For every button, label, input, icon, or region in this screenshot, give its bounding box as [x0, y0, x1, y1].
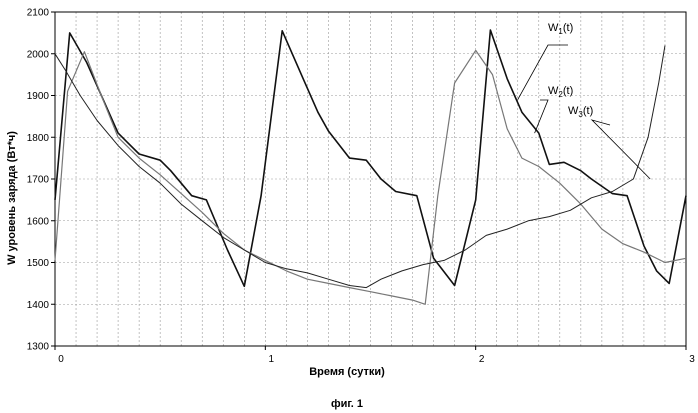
y-tick-label: 1600: [27, 216, 50, 227]
y-tick-label: 1500: [27, 258, 50, 269]
x-tick-label: 2: [479, 354, 485, 365]
x-tick-label: 3: [689, 354, 695, 365]
x-tick-label: 1: [269, 354, 275, 365]
y-tick-label: 1700: [27, 175, 50, 186]
y-tick-label: 1300: [27, 342, 50, 353]
x-tick-label: 0: [58, 354, 64, 365]
figure-caption: фиг. 1: [331, 398, 363, 410]
y-tick-label: 2000: [27, 49, 50, 60]
x-axis-title: Время (сутки): [309, 366, 385, 378]
y-tick-label: 1800: [27, 133, 50, 144]
y-tick-label: 2100: [27, 8, 50, 19]
y-tick-label: 1900: [27, 91, 50, 102]
y-axis-title: W уровень заряда (Вт*ч): [6, 131, 18, 265]
y-tick-label: 1400: [27, 300, 50, 311]
